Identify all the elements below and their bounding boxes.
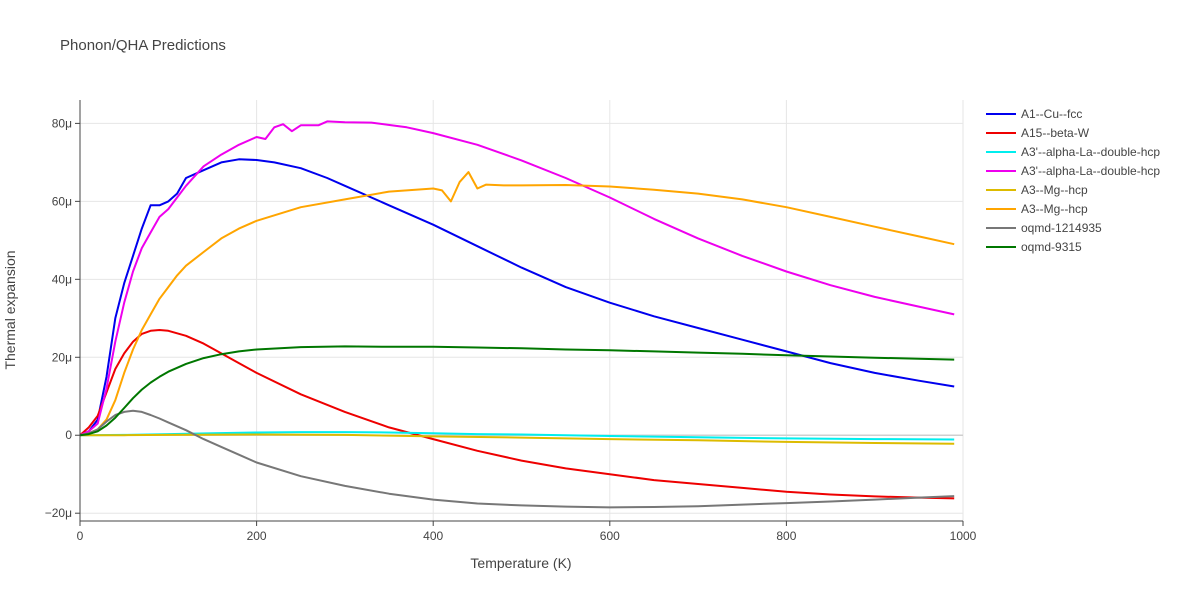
legend-item[interactable]: A3'--alpha-La--double-hcp [986, 145, 1160, 159]
y-tick-label: 60μ [52, 194, 72, 208]
x-tick-label: 0 [77, 529, 84, 543]
legend-item[interactable]: A1--Cu--fcc [986, 107, 1082, 121]
legend-label: A3'--alpha-La--double-hcp [1021, 164, 1160, 178]
legend-label: oqmd-1214935 [1021, 221, 1102, 235]
chart-title: Phonon/QHA Predictions [60, 37, 226, 54]
y-tick-label: 40μ [52, 272, 72, 286]
legend-item[interactable]: A3--Mg--hcp [986, 202, 1088, 216]
legend-item[interactable]: oqmd-1214935 [986, 221, 1102, 235]
y-tick-label: 20μ [52, 350, 72, 364]
x-axis-title: Temperature (K) [470, 555, 571, 571]
legend-label: A15--beta-W [1021, 126, 1090, 140]
legend-item[interactable]: A3--Mg--hcp [986, 183, 1088, 197]
y-tick-label: 0 [65, 428, 72, 442]
grid [80, 100, 964, 521]
series-line-4 [80, 433, 955, 445]
legend-label: A1--Cu--fcc [1021, 107, 1082, 121]
legend-label: A3--Mg--hcp [1021, 183, 1088, 197]
series-group [79, 120, 955, 509]
series-line-7 [79, 345, 955, 437]
legend-label: A3--Mg--hcp [1021, 202, 1088, 216]
series-line-6 [79, 409, 955, 509]
x-tick-label: 800 [776, 529, 796, 543]
x-tick-label: 600 [600, 529, 620, 543]
x-tick-label: 1000 [950, 529, 977, 543]
legend[interactable]: A1--Cu--fcc A15--beta-W A3'--alpha-La--dou… [986, 107, 1160, 254]
legend-item[interactable]: oqmd-9315 [986, 240, 1082, 254]
y-tick-label: 80μ [52, 116, 72, 130]
series-line-0 [79, 158, 955, 437]
series-line-1 [79, 329, 955, 500]
x-tick-label: 200 [247, 529, 267, 543]
axes: 0 200 400 600 800 1000 −20μ 0 20μ 40μ 60μ 80μ [45, 100, 977, 543]
series-line-3 [79, 120, 955, 437]
legend-label: oqmd-9315 [1021, 240, 1082, 254]
y-axis-title: Thermal expansion [2, 250, 18, 369]
legend-item[interactable]: A15--beta-W [986, 126, 1090, 140]
x-tick-label: 400 [423, 529, 443, 543]
legend-item[interactable]: A3'--alpha-La--double-hcp [986, 164, 1160, 178]
legend-label: A3'--alpha-La--double-hcp [1021, 145, 1160, 159]
series-line-5 [79, 171, 955, 437]
series-line-2 [79, 431, 955, 441]
y-tick-label: −20μ [45, 506, 72, 520]
